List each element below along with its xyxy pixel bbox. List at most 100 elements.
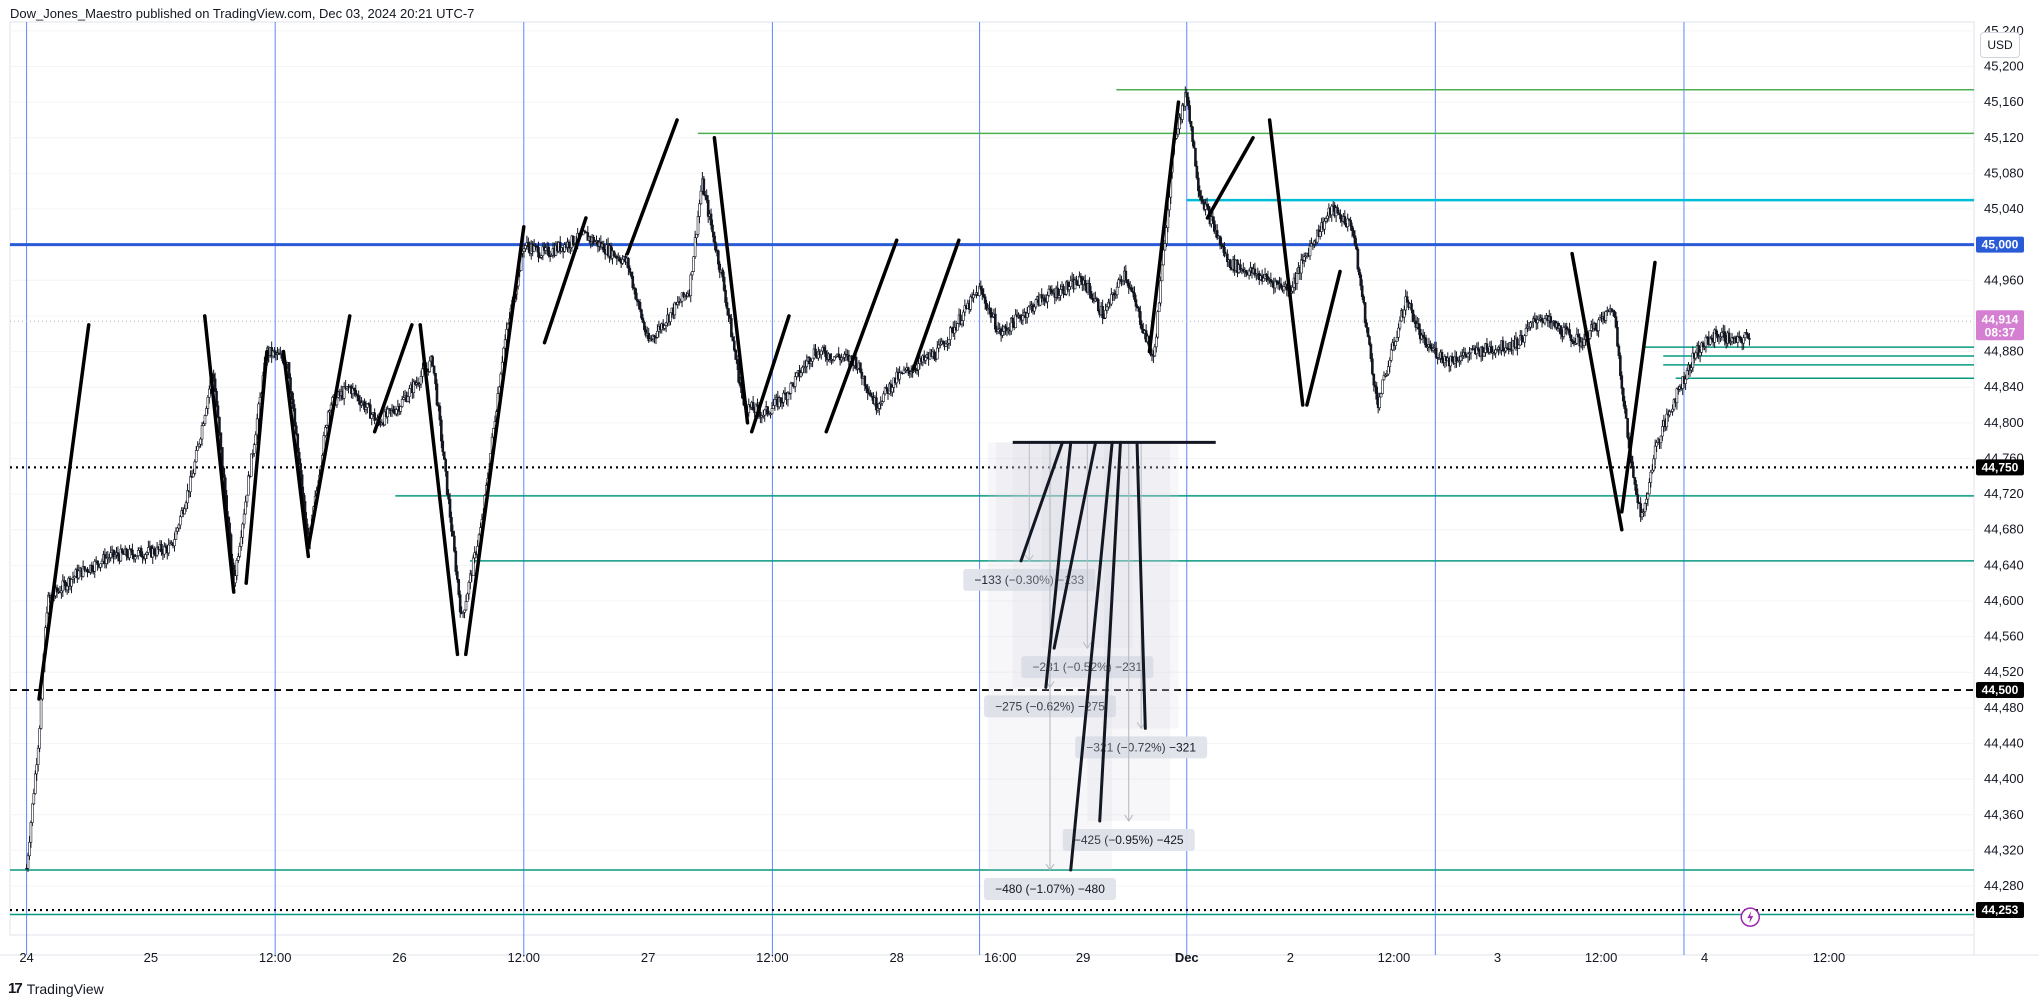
candle-body [412, 381, 416, 394]
candle-body [669, 312, 672, 322]
candle-body [1130, 287, 1133, 292]
candle-body [1450, 356, 1454, 362]
candle-body [721, 269, 724, 278]
last-price-badge [1976, 310, 2024, 341]
trend-line[interactable] [281, 349, 311, 559]
candle-body [1645, 498, 1648, 504]
candle-body [1353, 235, 1357, 245]
trend-line[interactable] [1620, 260, 1657, 514]
trend-line[interactable] [1147, 100, 1181, 354]
candle-body [1543, 318, 1547, 324]
candle-body [1701, 342, 1705, 348]
candle-body [1379, 393, 1383, 398]
candle-body [134, 556, 137, 560]
trend-line[interactable] [749, 314, 791, 434]
trend-line[interactable] [37, 323, 91, 701]
candle-body [144, 554, 147, 559]
x-tick-label: 3 [1494, 950, 1501, 965]
candle-body [612, 250, 616, 257]
candle-body [1050, 289, 1054, 294]
candle-body [152, 548, 156, 555]
trend-line[interactable] [372, 323, 414, 434]
candle-body [441, 440, 445, 453]
candle-body [1482, 352, 1486, 357]
x-tick-label: 28 [889, 950, 903, 965]
measure-trend-line[interactable] [1019, 440, 1064, 563]
candle-body [1369, 344, 1373, 360]
price-badge-label: 44,500 [1982, 683, 2019, 697]
candle-body [1559, 325, 1563, 335]
candle-body [822, 347, 826, 352]
candle-body [1668, 411, 1671, 416]
candle-body [1139, 311, 1142, 325]
price-badge-label: 44,750 [1982, 460, 2019, 474]
candle-body [174, 530, 178, 540]
candle-body [732, 340, 736, 351]
trend-line[interactable] [1205, 136, 1255, 220]
x-tick-label: 12:00 [508, 950, 541, 965]
trend-line[interactable] [464, 225, 526, 657]
candle-body [869, 392, 872, 397]
currency-button[interactable]: USD [1980, 32, 2020, 58]
trend-line[interactable] [625, 118, 679, 256]
candle-body [368, 404, 372, 419]
measure-trend-line[interactable] [1135, 440, 1147, 730]
trend-line[interactable] [202, 314, 236, 594]
trend-line[interactable] [824, 238, 899, 434]
candle-body [1291, 286, 1294, 292]
measure-trend-line[interactable] [1044, 440, 1073, 689]
measurement-tools: −133 (−0.30%) −133−231 (−0.52%) −231−275… [963, 442, 1208, 900]
candle-body [1244, 269, 1248, 274]
candle-body [47, 594, 50, 614]
candle-body [728, 315, 732, 319]
candle-body [438, 405, 442, 421]
trend-line[interactable] [244, 349, 269, 585]
trend-line[interactable] [712, 136, 750, 425]
candle-body [1398, 320, 1402, 329]
candle-body [702, 178, 706, 196]
candle-body [451, 531, 455, 537]
trend-line[interactable] [418, 323, 460, 657]
candle-body [759, 411, 762, 418]
candle-body [1529, 322, 1532, 328]
candle-body [936, 347, 939, 360]
candle-body [442, 451, 446, 460]
candle-body [773, 399, 777, 406]
y-tick-label: 44,880 [1984, 344, 2024, 359]
candle-body [120, 548, 124, 554]
trend-line[interactable] [1570, 251, 1624, 532]
y-tick-label: 44,360 [1984, 807, 2024, 822]
candle-body [690, 271, 694, 276]
candle-body [880, 401, 884, 404]
candle-body [911, 371, 914, 373]
candle-body [1685, 370, 1689, 380]
candle-body [177, 524, 181, 529]
measure-trend-line[interactable] [1069, 440, 1114, 872]
trend-line[interactable] [306, 314, 352, 550]
candle-body [1295, 273, 1299, 284]
trend-line[interactable] [1267, 118, 1305, 407]
measure-trend-line[interactable] [1098, 440, 1122, 823]
candle-body [1371, 358, 1374, 375]
candle-body [1617, 345, 1621, 356]
candle-body [782, 392, 785, 403]
trend-line[interactable] [542, 216, 588, 345]
trend-line[interactable] [911, 238, 961, 372]
candle-body [1434, 347, 1438, 358]
candle-body [1043, 297, 1046, 302]
candle-body [866, 388, 869, 394]
measure-trend-line[interactable] [1052, 440, 1098, 650]
candle-body [1166, 209, 1170, 229]
candle-body [731, 336, 735, 342]
candle-body [357, 395, 360, 402]
candle-body [885, 386, 888, 390]
candle-body [373, 412, 376, 421]
candle-body [994, 313, 997, 330]
trend-line[interactable] [1305, 269, 1342, 407]
candle-body [1034, 299, 1038, 308]
x-tick-label: 29 [1076, 950, 1090, 965]
candle-body [1650, 469, 1654, 473]
candle-body [1671, 408, 1674, 412]
candle-body [793, 376, 797, 387]
